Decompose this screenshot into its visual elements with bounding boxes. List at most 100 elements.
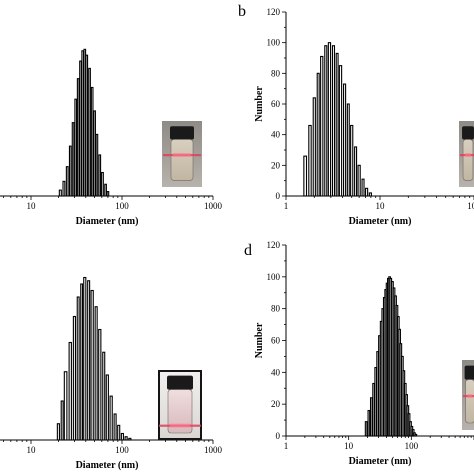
y-tick-label: 40 <box>271 367 281 377</box>
bar <box>312 97 316 197</box>
vial-cap <box>167 375 193 390</box>
x-axis-title: Diameter (nm) <box>349 216 412 227</box>
panel-d: 1 10 100 0 20 40 60 80 100 120 Diameter (nm) Number… <box>244 240 474 467</box>
y-tick-label: 0 <box>276 191 281 201</box>
y-tick-label: 20 <box>271 399 281 409</box>
bar <box>308 124 312 197</box>
y-tick-label: 20 <box>271 160 281 170</box>
bar <box>364 187 369 197</box>
bar <box>327 42 332 197</box>
vial-cap <box>464 365 474 380</box>
laser-glow <box>465 153 471 157</box>
bar <box>81 50 85 197</box>
y-tick-label: 40 <box>271 130 281 140</box>
bar <box>357 164 361 197</box>
y-tick-label: 100 <box>267 272 281 282</box>
bar <box>335 52 339 197</box>
laser-glow <box>170 423 190 428</box>
bar <box>85 54 89 197</box>
bar <box>109 395 113 441</box>
bar <box>76 78 80 197</box>
bar <box>98 328 102 441</box>
y-tick-label: 100 <box>267 38 281 48</box>
inset-photo <box>459 121 474 187</box>
bar <box>83 276 87 441</box>
bar <box>83 48 87 197</box>
panel-letter: b <box>238 3 246 20</box>
bar <box>350 124 354 197</box>
bar <box>79 60 82 197</box>
bar <box>72 315 77 441</box>
bar <box>354 146 358 197</box>
vial-cap <box>170 126 194 140</box>
bar <box>80 283 84 441</box>
bar <box>90 86 94 197</box>
bar <box>98 154 102 197</box>
bar <box>324 45 328 197</box>
y-tick-label: 0 <box>276 431 281 441</box>
bar <box>316 72 320 197</box>
vial-cap <box>462 126 474 140</box>
bar <box>303 155 308 197</box>
x-tick-label: 100 <box>115 445 129 455</box>
bar <box>367 409 371 437</box>
y-tick-label: 60 <box>271 336 281 346</box>
bar <box>343 83 347 197</box>
bar <box>88 67 91 197</box>
inset-photo <box>158 370 202 440</box>
y-axis-title: Number <box>254 86 265 122</box>
bar <box>90 289 94 441</box>
bar <box>56 423 60 441</box>
bar <box>71 122 75 197</box>
bar <box>65 166 69 197</box>
bar <box>364 421 368 437</box>
x-tick-label: 10 <box>27 201 37 211</box>
bar <box>95 133 99 197</box>
panel-letter: d <box>244 242 252 259</box>
bar <box>87 280 91 441</box>
bar <box>94 306 98 441</box>
x-tick-label: 10 <box>376 201 386 211</box>
inset-photo <box>162 121 202 187</box>
bar <box>63 371 68 441</box>
bar <box>361 178 365 197</box>
vial-body <box>170 139 194 181</box>
bar <box>117 424 121 441</box>
x-tick-label: 10 <box>344 441 354 451</box>
bar <box>104 183 107 197</box>
bar <box>74 98 78 197</box>
x-tick-label: 10 <box>27 445 37 455</box>
y-axis-title: Number <box>254 322 265 358</box>
bar <box>68 145 72 197</box>
panel-b: 1 10 100 0 20 40 60 80 100 120 Diameter (nm) Number… <box>238 3 474 227</box>
laser-glow <box>173 153 191 157</box>
x-tick-label: 1 <box>284 201 289 211</box>
bar <box>374 367 378 437</box>
laser-glow <box>467 394 473 398</box>
x-tick-label: 100 <box>467 201 474 211</box>
y-tick-label: 80 <box>271 304 281 314</box>
bar <box>76 296 80 441</box>
bar <box>338 65 343 197</box>
bar <box>101 171 104 197</box>
vial-body <box>465 379 474 424</box>
bar <box>331 45 336 197</box>
bar <box>346 103 350 197</box>
vial-body <box>167 389 193 434</box>
panel-a: 10 100 1000 Diameter (nm) <box>0 48 223 227</box>
x-tick-label: 1000 <box>204 445 223 455</box>
bar <box>93 110 96 197</box>
x-tick-label: 1 <box>284 441 289 451</box>
bar <box>60 400 64 441</box>
y-tick-label: 120 <box>267 7 281 17</box>
bar <box>113 413 117 441</box>
x-axis-title: Diameter (nm) <box>76 460 139 471</box>
bar <box>369 397 373 437</box>
bar <box>62 180 66 197</box>
bar <box>68 341 72 441</box>
x-axis-title: Diameter (nm) <box>349 456 412 467</box>
x-tick-label: 100 <box>115 201 129 211</box>
bar <box>105 374 109 441</box>
y-tick-label: 80 <box>271 68 281 78</box>
